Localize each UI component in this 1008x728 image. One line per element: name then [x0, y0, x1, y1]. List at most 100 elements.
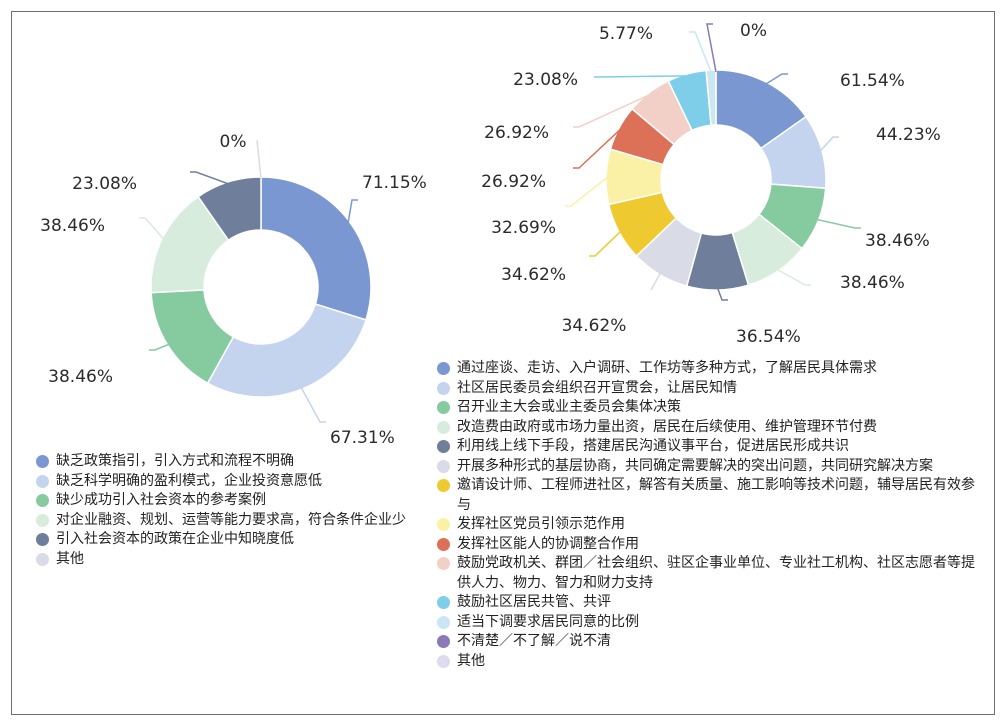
chart1-legend-item-1: 缺乏政策指引，引入方式和流程不明确	[36, 452, 408, 472]
chart2-legend-item-12: 适当下调要求居民同意的比例	[437, 613, 985, 633]
legend-label: 改造费由政府或市场力量出资，居民在后续使用、维护管理环节付费	[457, 418, 877, 435]
chart2-leader-9	[573, 128, 622, 169]
chart2-value-label-10: 26.92%	[484, 123, 549, 143]
chart2-value-label-9: 26.92%	[481, 172, 546, 192]
chart2-value-label-11: 23.08%	[513, 70, 578, 90]
legend-swatch	[437, 479, 450, 492]
legend-swatch	[437, 401, 450, 414]
chart2-leader-11	[594, 75, 688, 78]
legend-swatch	[437, 518, 450, 531]
chart2-legend-item-13: 不清楚／不了解／说不清	[437, 632, 985, 652]
legend-swatch	[36, 455, 49, 468]
chart1-value-label-4: 38.46%	[40, 216, 105, 236]
chart2-leader-4	[776, 268, 811, 286]
chart2-legend-item-14: 其他	[437, 652, 985, 672]
chart2-legend-item-5: 利用线上线下手段，搭建居民沟通议事平台，促进居民形成共识	[437, 437, 985, 457]
legend-swatch	[437, 537, 450, 551]
chart1-legend-item-3: 缺少成功引入社会资本的参考案例	[36, 491, 408, 511]
chart2-leader-5	[716, 287, 728, 301]
chart2-legend-item-8: 发挥社区党员引领示范作用	[437, 515, 985, 535]
legend-swatch	[437, 459, 450, 473]
chart2-value-label-1: 61.54%	[840, 71, 905, 91]
chart1-legend-item-5: 引入社会资本的政策在企业中知晓度低	[36, 530, 408, 550]
legend-label: 开展多种形式的基层协商，共同确定需要解决的突出问题，共同研究解决方案	[457, 457, 933, 474]
chart1-legend-item-4: 对企业融资、规划、运营等能力要求高，符合条件企业少	[36, 511, 408, 531]
chart2-value-label-4: 38.46%	[840, 273, 905, 293]
legend-label: 发挥社区能人的协调整合作用	[457, 535, 639, 552]
chart2-leader-13	[706, 23, 717, 73]
chart1-value-label-3: 38.46%	[48, 367, 113, 387]
chart2-leader-2	[819, 136, 839, 152]
legend-swatch	[437, 596, 450, 609]
chart2-leader-10	[573, 93, 651, 128]
chart2-legend-item-2: 社区居民委员会组织召开宣贯会，让居民知情	[437, 379, 985, 399]
legend-label: 缺少成功引入社会资本的参考案例	[56, 492, 266, 508]
chart1-legend-item-6: 其他	[36, 550, 408, 570]
legend-swatch	[437, 615, 450, 629]
chart2-leader-6	[650, 272, 662, 291]
chart2-value-label-8: 32.69%	[491, 218, 556, 238]
chart2-value-label-3: 38.46%	[865, 231, 930, 251]
chart2-legend-item-7: 邀请设计师、工程师进社区，解答有关质量、施工影响等技术问题，辅导居民有效参与	[437, 476, 985, 515]
legend-swatch	[437, 654, 450, 668]
chart2-legend-item-6: 开展多种形式的基层协商，共同确定需要解决的突出问题，共同研究解决方案	[437, 457, 985, 477]
legend-swatch	[437, 557, 450, 570]
legend-label: 缺乏政策指引，引入方式和流程不明确	[56, 453, 294, 469]
chart1-legend-item-2: 缺乏科学明确的盈利模式，企业投资意愿低	[36, 472, 408, 492]
legend-label: 通过座谈、走访、入户调研、工作坊等多种方式，了解居民具体需求	[457, 360, 877, 376]
chart2-value-label-6: 34.62%	[562, 316, 627, 336]
legend-label: 社区居民委员会组织召开宣贯会，让居民知情	[457, 379, 737, 396]
chart2-legend-item-10: 鼓励党政机关、群团／社会组织、驻区企事业单位、专业社工机构、社区志愿者等提供人力…	[437, 554, 985, 593]
legend-label: 引入社会资本的政策在企业中知晓度低	[56, 531, 294, 547]
chart2-legend-item-9: 发挥社区能人的协调整合作用	[437, 535, 985, 555]
legend-label: 缺乏科学明确的盈利模式，企业投资意愿低	[56, 472, 322, 489]
chart2-leader-12	[689, 31, 712, 73]
chart1-value-label-5: 23.08%	[72, 174, 137, 194]
legend-label: 邀请设计师、工程师进社区，解答有关质量、施工影响等技术问题，辅导居民有效参与	[457, 477, 975, 513]
legend-swatch	[36, 513, 49, 527]
figure-frame	[11, 11, 995, 715]
legend-swatch	[437, 362, 450, 375]
legend-label: 适当下调要求居民同意的比例	[457, 613, 639, 630]
chart1-leader-5	[190, 171, 229, 185]
chart2-legend-item-4: 改造费由政府或市场力量出资，居民在后续使用、维护管理环节付费	[437, 418, 985, 438]
legend-label: 不清楚／不了解／说不清	[457, 633, 611, 649]
chart1-value-label-6: 0%	[220, 132, 247, 152]
legend-label: 对企业融资、规划、运营等能力要求高，符合条件企业少	[56, 511, 406, 528]
chart2-value-label-2: 44.23%	[876, 125, 941, 145]
chart1-leader-4	[139, 217, 165, 240]
chart2-value-label-7: 34.62%	[501, 265, 566, 285]
chart1-leader-1	[347, 199, 358, 224]
chart2-legend-item-1: 通过座谈、走访、入户调研、工作坊等多种方式，了解居民具体需求	[437, 359, 985, 379]
chart2-slice-12	[705, 69, 717, 127]
legend-swatch	[36, 552, 49, 566]
legend-swatch	[36, 494, 49, 507]
legend-label: 其他	[457, 652, 485, 669]
legend-label: 鼓励社区居民共管、共评	[457, 594, 611, 610]
chart1-leader-3	[149, 343, 170, 351]
chart1-leader-6	[256, 139, 262, 180]
legend-label: 利用线上线下手段，搭建居民沟通议事平台，促进居民形成共识	[457, 438, 849, 454]
legend-swatch	[437, 635, 450, 648]
legend-right-chart: 通过座谈、走访、入户调研、工作坊等多种方式，了解居民具体需求 社区居民委员会组织召…	[437, 359, 985, 671]
chart1-slice-2	[206, 303, 367, 398]
legend-swatch	[36, 474, 49, 488]
legend-label: 召开业主大会或业主委员会集体决策	[457, 399, 681, 415]
chart2-leader-7	[589, 230, 622, 257]
legend-swatch	[437, 440, 450, 453]
legend-label: 其他	[56, 550, 84, 567]
chart2-legend-item-3: 召开业主大会或业主委员会集体决策	[437, 398, 985, 418]
chart2-value-label-5: 36.54%	[736, 327, 801, 347]
legend-swatch	[36, 533, 49, 546]
chart2-value-label-12: 5.77%	[599, 24, 653, 44]
legend-swatch	[437, 420, 450, 434]
legend-swatch	[437, 381, 450, 395]
legend-left-chart: 缺乏政策指引，引入方式和流程不明确缺乏科学明确的盈利模式，企业投资意愿低 缺少成功…	[36, 452, 408, 569]
chart1-value-label-2: 67.31%	[330, 428, 395, 448]
chart2-leader-1	[765, 73, 788, 85]
legend-label: 鼓励党政机关、群团／社会组织、驻区企事业单位、专业社工机构、社区志愿者等提供人力…	[457, 555, 975, 591]
chart2-leader-3	[816, 218, 861, 229]
chart2-leader-8	[565, 176, 609, 207]
chart1-slice-1	[260, 176, 372, 321]
